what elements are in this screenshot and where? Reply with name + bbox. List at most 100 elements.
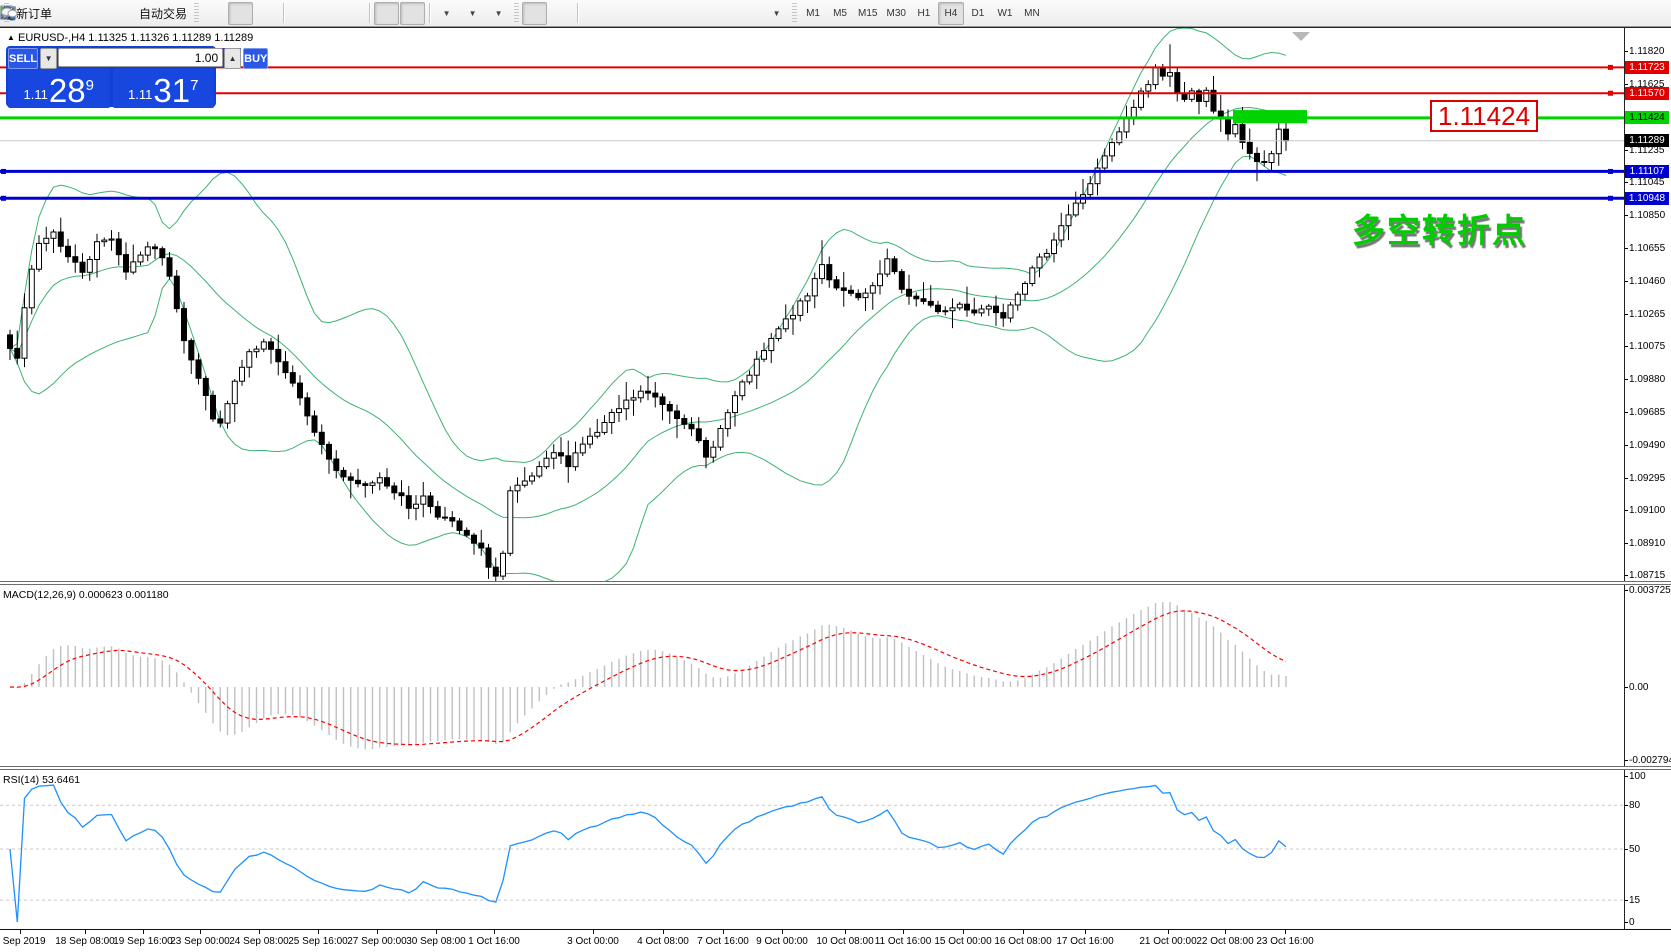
axis-tick-label: 1.10265 xyxy=(1629,308,1666,320)
timeframe-m1-button[interactable]: M1 xyxy=(806,7,820,19)
timeframe-mn-button[interactable]: MN xyxy=(1024,7,1040,19)
price-axis-flag: 1.10948 xyxy=(1625,191,1669,205)
candle-body xyxy=(253,348,260,353)
signals-button[interactable] xyxy=(2,2,134,25)
candle-body xyxy=(166,257,173,277)
hline-anchor[interactable] xyxy=(1,195,6,201)
candle-body xyxy=(732,395,738,414)
toolbar-grip[interactable] xyxy=(194,3,200,23)
time-axis-tick xyxy=(143,930,144,934)
candle-body xyxy=(1283,128,1289,142)
time-axis-label: 7 Oct 16:00 xyxy=(697,936,749,947)
indicators-dropdown-button[interactable]: ▼ xyxy=(1,2,459,25)
chart-shift-button[interactable] xyxy=(2,1,426,25)
axis-tick-label: 1.10460 xyxy=(1629,275,1666,287)
buy-price[interactable]: 1.11 31 7 xyxy=(112,69,214,108)
new-order-button[interactable]: 新订单 xyxy=(0,2,56,25)
volume-increase-button[interactable]: ▲ xyxy=(224,48,242,69)
timeframe-h1-button[interactable]: H1 xyxy=(917,7,931,19)
highlight-rectangle[interactable] xyxy=(1233,110,1307,124)
templates-dropdown-button[interactable]: ▼ xyxy=(1,2,511,25)
time-axis-label: 19 Sep 16:00 xyxy=(113,936,173,947)
candle-body xyxy=(500,552,506,577)
equidistant-channel-tool-button[interactable]: E xyxy=(0,2,685,25)
sell-price[interactable]: 1.11 28 9 xyxy=(8,69,110,108)
time-axis-tick xyxy=(377,930,378,934)
scroll-to-end-marker-icon[interactable] xyxy=(1292,32,1310,41)
zoom-out-button[interactable] xyxy=(1,2,339,25)
volume-decrease-button[interactable]: ▼ xyxy=(40,48,58,69)
candle-body xyxy=(1261,161,1268,163)
candle-body xyxy=(688,423,695,430)
candle-body xyxy=(362,483,369,487)
autotrading-button[interactable]: 自动交易 xyxy=(1,2,191,25)
toolbar-grip[interactable] xyxy=(792,3,798,23)
candle-body xyxy=(318,431,325,445)
rsi-pane[interactable] xyxy=(0,771,1671,929)
auto-scroll-button[interactable] xyxy=(3,1,400,25)
buy-button[interactable]: BUY xyxy=(243,48,269,69)
timeframe-h4-button[interactable]: H4 xyxy=(937,1,964,25)
collapse-panel-arrow-icon[interactable]: ▲ xyxy=(7,33,15,42)
turning-point-annotation[interactable]: 多空转折点 xyxy=(1352,212,1527,249)
text-tool-button[interactable]: A xyxy=(4,2,737,25)
candle-body xyxy=(862,292,869,299)
volume-input[interactable] xyxy=(58,48,224,67)
pane-separator[interactable] xyxy=(0,581,1671,585)
candle-body xyxy=(594,431,601,437)
toolbar: 新订单 自动交易 ▼ ▼ xyxy=(0,0,1671,27)
time-axis-label: 7 Sep 2019 xyxy=(0,936,46,947)
candle-body xyxy=(275,348,282,363)
trendline-tool-button[interactable] xyxy=(1,2,659,25)
candle-body xyxy=(1152,67,1159,86)
candle-body xyxy=(949,307,956,312)
timeframe-d1-button[interactable]: D1 xyxy=(971,7,985,19)
timeframe-m15-button[interactable]: M15 xyxy=(858,7,878,19)
macd-pane[interactable] xyxy=(0,586,1671,766)
timeframe-m5-button[interactable]: M5 xyxy=(833,7,847,19)
hline-anchor[interactable] xyxy=(1608,195,1613,201)
vertical-line-tool-button[interactable] xyxy=(7,2,607,25)
hline-anchor[interactable] xyxy=(1608,168,1613,174)
toolbar-grip[interactable] xyxy=(514,3,520,23)
cursor-tool-button[interactable] xyxy=(4,1,548,25)
hline-anchor[interactable] xyxy=(1608,90,1613,96)
candle-body xyxy=(1109,142,1115,157)
axis-tick xyxy=(1624,214,1628,216)
candle-body xyxy=(710,446,717,458)
bar-chart-button[interactable] xyxy=(2,2,227,25)
text-label-tool-button[interactable]: T xyxy=(1,2,763,25)
sell-button[interactable]: SELL xyxy=(8,48,39,69)
search-button[interactable] xyxy=(1,2,1643,25)
tile-windows-button[interactable] xyxy=(0,2,365,25)
fibonacci-tool-button[interactable]: F xyxy=(2,2,711,25)
hline-anchor[interactable] xyxy=(1,168,6,174)
axis-tick xyxy=(1624,542,1628,544)
hline-anchor[interactable] xyxy=(1608,64,1613,70)
candle-body xyxy=(405,495,412,509)
charts-cloud-button[interactable] xyxy=(1,2,108,25)
price-callout-label[interactable]: 1.11424 xyxy=(1430,100,1539,132)
main-price-pane[interactable] xyxy=(0,28,1671,581)
comments-button[interactable] xyxy=(1,2,1669,25)
time-axis-label: 25 Sep 16:00 xyxy=(288,936,348,947)
yellow-badge-button[interactable] xyxy=(1,2,82,25)
line-chart-button[interactable] xyxy=(1,2,279,25)
candle-body xyxy=(1065,214,1072,227)
crosshair-tool-button[interactable] xyxy=(1,2,573,25)
axis-tick-label: 1.09880 xyxy=(1629,373,1666,385)
arrows-dropdown-button[interactable]: ▼ xyxy=(3,2,789,25)
candlestick-chart-button[interactable] xyxy=(2,1,254,25)
timeframe-m30-button[interactable]: M30 xyxy=(886,7,906,19)
pane-separator[interactable] xyxy=(0,766,1671,770)
candle-body xyxy=(434,506,441,518)
zoom-in-button[interactable] xyxy=(1,2,313,25)
rsi-indicator-label: RSI(14) 53.6461 xyxy=(3,774,81,786)
candle-body xyxy=(1087,183,1094,196)
horizontal-line-tool-button[interactable] xyxy=(2,2,633,25)
periods-dropdown-button[interactable]: ▼ xyxy=(1,2,485,25)
time-axis-tick xyxy=(663,930,664,934)
timeframe-w1-button[interactable]: W1 xyxy=(997,7,1013,19)
candle-body xyxy=(681,418,688,425)
